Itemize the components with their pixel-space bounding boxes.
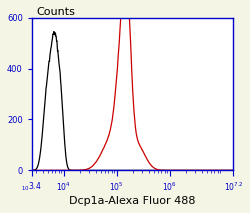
Text: Counts: Counts [36, 7, 75, 17]
X-axis label: Dcp1a-Alexa Fluor 488: Dcp1a-Alexa Fluor 488 [69, 196, 196, 206]
